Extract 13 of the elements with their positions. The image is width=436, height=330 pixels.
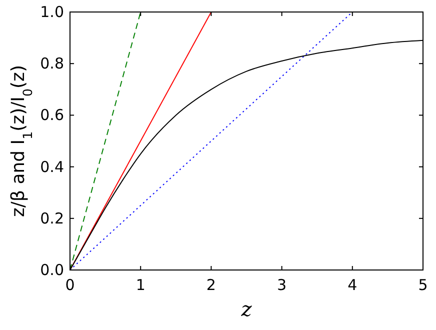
x-tick-label: 2 xyxy=(206,276,216,294)
x-tick-label: 4 xyxy=(348,276,358,294)
x-axis-title: z xyxy=(240,297,252,321)
x-tick-label: 5 xyxy=(418,276,428,294)
y-tick-label: 0.4 xyxy=(40,158,64,176)
y-tick-label: 1.0 xyxy=(40,3,64,21)
y-tick-label: 0.6 xyxy=(40,106,64,124)
x-tick-label: 3 xyxy=(277,276,287,294)
y-tick-label: 0.8 xyxy=(40,54,64,73)
x-tick-label: 1 xyxy=(136,276,146,294)
y-tick-label: 0.0 xyxy=(40,261,64,279)
y-tick-label: 0.2 xyxy=(40,209,64,228)
x-tick-label: 0 xyxy=(65,276,75,294)
